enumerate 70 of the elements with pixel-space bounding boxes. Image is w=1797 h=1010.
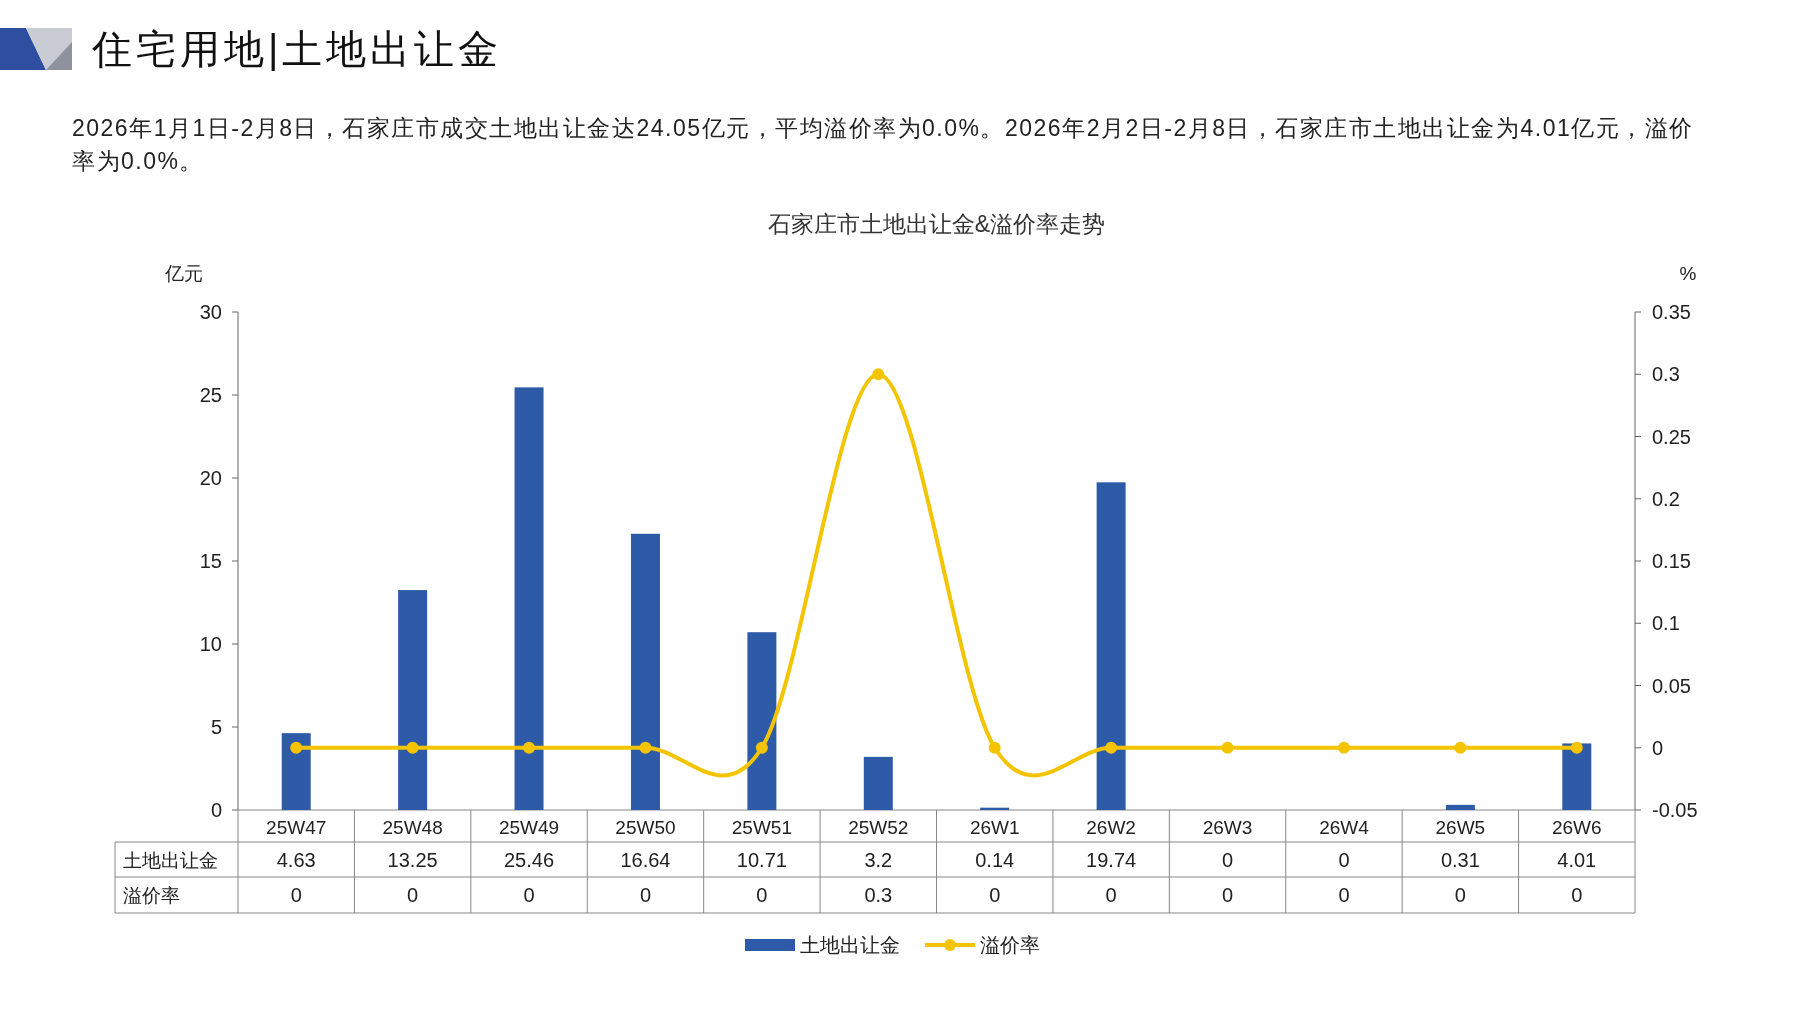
x-tick-label: 26W5 (1435, 817, 1486, 838)
legend-label: 土地出让金 (800, 934, 900, 956)
data-label: 10.71 (736, 848, 787, 871)
data-label: 25.46 (504, 848, 555, 871)
data-label: 0 (1571, 884, 1583, 906)
y-tick-label: 30 (199, 301, 222, 323)
y2-tick-label: 0.35 (1652, 301, 1691, 323)
y-tick-label: 10 (199, 633, 222, 655)
bar (747, 632, 777, 810)
data-label: 0 (1221, 848, 1234, 871)
chart-title: 石家庄市土地出让金&溢价率走势 (767, 211, 1106, 237)
legend-label: 溢价率 (980, 934, 1040, 956)
text: 住宅用地|土地出让金 (92, 26, 503, 73)
y2-tick-label: 0.1 (1652, 612, 1680, 635)
text: 溢价率 (123, 885, 180, 906)
x-tick-label: 25W49 (498, 817, 560, 838)
data-label: 0 (1338, 884, 1350, 906)
x-tick-label: 25W50 (615, 817, 676, 838)
bar (281, 733, 311, 810)
x-tick-label: 25W47 (266, 817, 327, 838)
text: 土地出让金 (123, 849, 218, 871)
y-tick-label: 0 (210, 799, 222, 821)
y2-tick-label: 0.2 (1652, 487, 1680, 510)
y2-tick-label: 0 (1652, 736, 1664, 759)
data-label: 3.2 (864, 848, 893, 871)
y2-axis-title: % (1679, 263, 1697, 284)
x-tick-label: 25W48 (382, 817, 443, 838)
x-tick-label: 26W1 (969, 817, 1020, 838)
x-tick-label: 26W3 (1202, 817, 1253, 838)
x-tick-label: 26W6 (1551, 817, 1602, 838)
data-label: 0 (523, 884, 535, 906)
bar (1445, 804, 1475, 810)
bar (630, 533, 660, 810)
bar (514, 387, 544, 810)
y-axis-title: 亿元 (164, 263, 203, 284)
x-tick-label: 25W52 (848, 817, 909, 838)
y2-tick-label: 0.3 (1652, 363, 1680, 386)
data-label: 0 (1221, 884, 1234, 906)
bar (1096, 482, 1126, 810)
x-tick-label: 26W2 (1086, 817, 1136, 838)
y2-tick-label: 0.05 (1652, 674, 1691, 697)
bar (398, 590, 428, 810)
data-label: 0 (639, 884, 652, 906)
data-label: 13.25 (387, 848, 438, 871)
data-label: 0 (1338, 848, 1350, 871)
data-label: 0 (1105, 884, 1117, 906)
x-tick-label: 25W51 (731, 817, 792, 838)
data-label: 0.3 (864, 884, 893, 906)
data-label: 0 (407, 884, 419, 906)
y-tick-label: 15 (199, 550, 222, 572)
data-label: 4.63 (276, 848, 316, 871)
text: 2026年1月1日-2月8日，石家庄市成交土地出让金达24.05亿元，平均溢价率为0.0%。2026年2月2日-2月8日，石家庄市土地出让金为4.01亿元，溢价率为0.0%。 (72, 114, 1695, 176)
data-label: 0.31 (1440, 848, 1480, 871)
data-label: 16.64 (620, 848, 671, 871)
y2-tick-label: 0.25 (1652, 425, 1691, 448)
y-tick-label: 20 (199, 467, 222, 489)
y2-tick-label: -0.05 (1652, 799, 1698, 821)
bar (863, 756, 893, 810)
x-tick-label: 26W4 (1319, 817, 1370, 838)
y-tick-label: 5 (210, 716, 222, 738)
bar (1562, 743, 1592, 810)
y2-tick-label: 0.15 (1652, 550, 1691, 572)
data-label: 19.74 (1086, 848, 1137, 871)
data-label: 4.01 (1557, 848, 1597, 871)
y-tick-label: 25 (199, 384, 222, 406)
data-label: 0 (290, 884, 302, 906)
data-label: 0 (756, 884, 768, 906)
data-label: 0 (1454, 884, 1466, 906)
data-label: 0 (989, 884, 1001, 906)
data-label: 0.14 (975, 848, 1015, 871)
